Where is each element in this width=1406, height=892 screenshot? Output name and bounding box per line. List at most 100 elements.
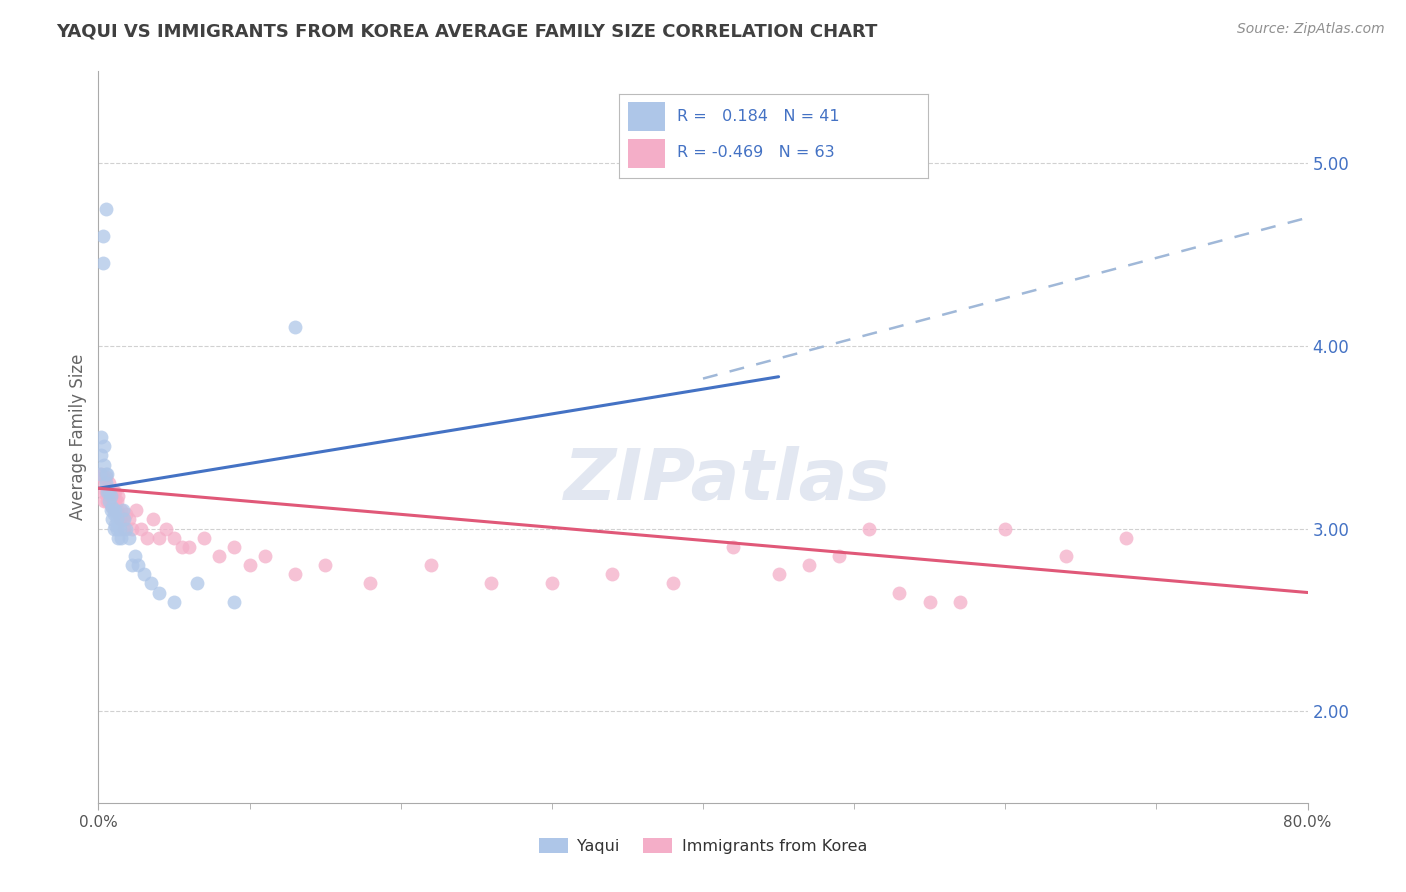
Point bbox=[105, 503, 128, 517]
Point bbox=[224, 540, 246, 554]
Bar bbox=[628, 139, 665, 169]
Point bbox=[142, 512, 165, 526]
Point bbox=[170, 540, 193, 554]
Text: ZIPatlas: ZIPatlas bbox=[564, 447, 891, 516]
Point bbox=[118, 531, 141, 545]
Text: R =   0.184   N = 41: R = 0.184 N = 41 bbox=[678, 109, 839, 124]
Point bbox=[193, 531, 215, 545]
Point bbox=[1054, 549, 1077, 563]
Point bbox=[797, 558, 820, 573]
Point bbox=[148, 531, 170, 545]
Point bbox=[98, 475, 121, 490]
Point bbox=[129, 521, 152, 535]
Point bbox=[284, 567, 307, 582]
Point bbox=[103, 503, 125, 517]
Point bbox=[121, 558, 143, 573]
Point bbox=[127, 558, 149, 573]
Point bbox=[179, 540, 201, 554]
Point bbox=[121, 521, 143, 535]
Point bbox=[111, 503, 134, 517]
Point bbox=[94, 467, 117, 481]
Point bbox=[186, 576, 208, 591]
Point bbox=[661, 576, 683, 591]
Point bbox=[91, 470, 114, 484]
Point bbox=[94, 470, 117, 484]
Point bbox=[768, 567, 790, 582]
Point bbox=[91, 485, 114, 500]
Point bbox=[104, 503, 127, 517]
Point bbox=[110, 531, 132, 545]
Point bbox=[107, 507, 129, 521]
Point bbox=[101, 512, 124, 526]
Point bbox=[96, 494, 118, 508]
Point bbox=[132, 567, 155, 582]
Point bbox=[93, 494, 115, 508]
Point bbox=[540, 576, 562, 591]
Point bbox=[110, 503, 132, 517]
Point bbox=[111, 512, 134, 526]
Point bbox=[93, 439, 115, 453]
Point bbox=[112, 521, 135, 535]
Point bbox=[224, 594, 246, 608]
Point bbox=[135, 531, 157, 545]
Point bbox=[104, 494, 127, 508]
Point bbox=[918, 594, 941, 608]
Point bbox=[858, 521, 880, 535]
Point bbox=[239, 558, 262, 573]
Point bbox=[90, 430, 112, 444]
Point bbox=[141, 576, 163, 591]
Point bbox=[155, 521, 177, 535]
Legend: Yaqui, Immigrants from Korea: Yaqui, Immigrants from Korea bbox=[533, 831, 873, 861]
Point bbox=[107, 489, 129, 503]
Point bbox=[105, 494, 128, 508]
Point bbox=[93, 458, 115, 472]
Point bbox=[104, 517, 127, 532]
Point bbox=[1115, 531, 1137, 545]
Bar bbox=[628, 103, 665, 131]
Point bbox=[208, 549, 231, 563]
Point bbox=[93, 475, 115, 490]
Point bbox=[105, 512, 128, 526]
Point bbox=[98, 494, 121, 508]
Point bbox=[602, 567, 624, 582]
Point bbox=[114, 507, 136, 521]
Point bbox=[284, 320, 307, 334]
Point bbox=[91, 229, 114, 244]
Point bbox=[103, 521, 125, 535]
Point bbox=[125, 503, 148, 517]
Point bbox=[101, 500, 124, 514]
Text: R = -0.469   N = 63: R = -0.469 N = 63 bbox=[678, 145, 835, 160]
Point bbox=[94, 475, 117, 490]
Point bbox=[91, 256, 114, 270]
Point bbox=[100, 503, 122, 517]
Point bbox=[994, 521, 1017, 535]
Point bbox=[101, 500, 124, 514]
Point bbox=[100, 494, 122, 508]
Point bbox=[360, 576, 382, 591]
Point bbox=[889, 585, 911, 599]
Point bbox=[105, 521, 128, 535]
Point bbox=[100, 485, 122, 500]
Point bbox=[118, 512, 141, 526]
Point bbox=[163, 531, 186, 545]
Point bbox=[100, 489, 122, 503]
Text: YAQUI VS IMMIGRANTS FROM KOREA AVERAGE FAMILY SIZE CORRELATION CHART: YAQUI VS IMMIGRANTS FROM KOREA AVERAGE F… bbox=[56, 22, 877, 40]
Point bbox=[96, 481, 118, 495]
Point bbox=[98, 485, 121, 500]
Point bbox=[949, 594, 972, 608]
Point bbox=[314, 558, 336, 573]
Y-axis label: Average Family Size: Average Family Size bbox=[69, 354, 87, 520]
Point bbox=[114, 521, 136, 535]
Point bbox=[723, 540, 745, 554]
Point bbox=[90, 467, 112, 481]
Point bbox=[101, 489, 124, 503]
Point bbox=[98, 489, 121, 503]
Point bbox=[481, 576, 503, 591]
Point bbox=[94, 485, 117, 500]
Point bbox=[104, 485, 127, 500]
Point bbox=[90, 448, 112, 462]
Point bbox=[163, 594, 186, 608]
Point bbox=[148, 585, 170, 599]
Point bbox=[103, 485, 125, 500]
Text: Source: ZipAtlas.com: Source: ZipAtlas.com bbox=[1237, 22, 1385, 37]
